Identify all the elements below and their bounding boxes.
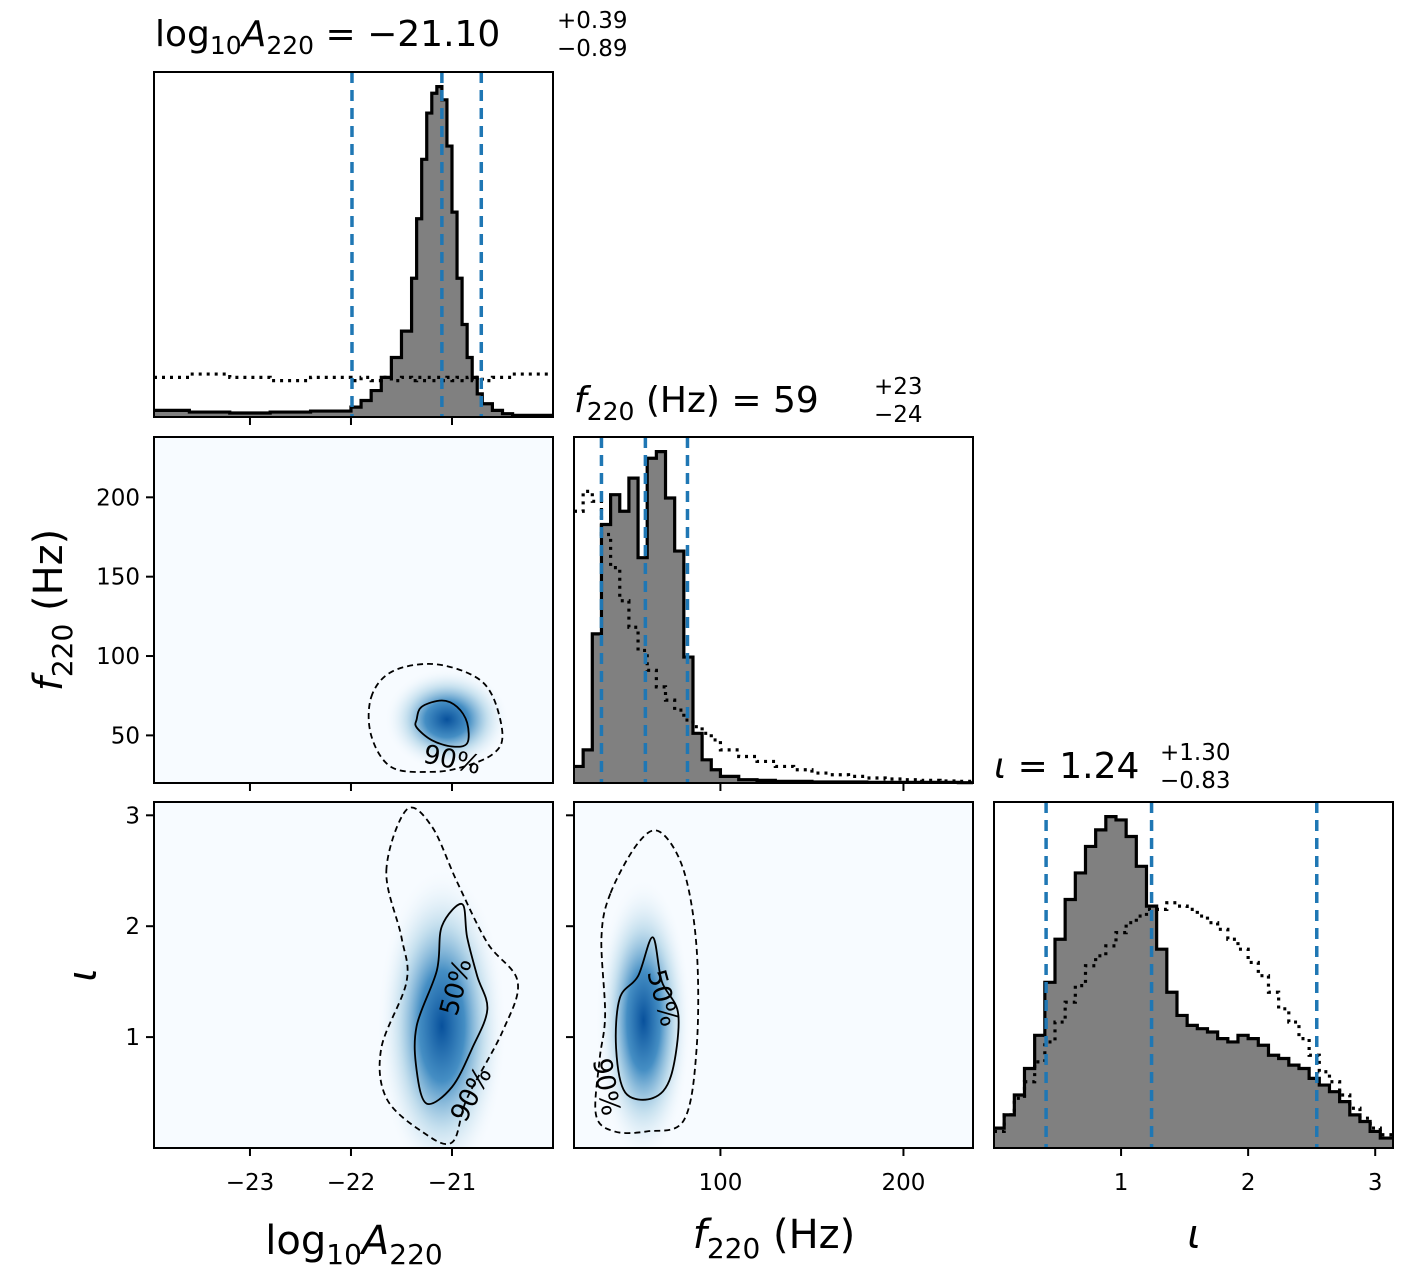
xlabel-iota: ι [1187, 1212, 1201, 1258]
xtick-label-logA-1: −22 [327, 1170, 376, 1196]
joint-panel-logA-f [153, 436, 554, 784]
xtick-label-logA-0: −23 [226, 1170, 275, 1196]
ytick-label-f-3: 200 [96, 485, 140, 511]
xtick-label-f-0: 100 [698, 1170, 742, 1196]
marginal-panel-logA [153, 71, 554, 418]
title-logA: log10A220 = −21.10 [155, 14, 500, 60]
joint-content-1 [377, 806, 519, 1148]
title-iota-minus: −0.83 [1160, 768, 1230, 794]
ytick-label-f-1: 100 [96, 644, 140, 670]
xtick-label-logA-2: −21 [428, 1170, 477, 1196]
title-f-plus: +23 [874, 374, 923, 400]
posterior-hist-outline-logA [154, 85, 553, 417]
xtick-label-iota-0: 1 [1114, 1170, 1129, 1196]
joint-panel-logA-iota [153, 801, 554, 1149]
title-iota: ι = 1.24 [994, 746, 1139, 787]
marginal-frame-logA [153, 71, 554, 418]
xlabel-logA: log10A220 [265, 1218, 442, 1271]
ylabel-f: f220 (Hz) [26, 529, 79, 692]
posterior-hist-outline-iota [994, 815, 1393, 1140]
xtick-label-iota-1: 2 [1241, 1170, 1256, 1196]
ylabel-iota: ι [60, 968, 106, 982]
density-logA-iota [377, 868, 507, 1148]
ytick-label-f-2: 150 [96, 565, 140, 591]
marginal-panel-f [573, 436, 974, 785]
joint-frame-f-iota [573, 801, 974, 1149]
contour-90%-f-iota [594, 829, 700, 1134]
xtick-label-iota-2: 3 [1368, 1170, 1383, 1196]
marginal-frame-iota [993, 801, 1394, 1149]
contour-90%-logA-iota [378, 806, 519, 1146]
prior-hist-f [574, 489, 973, 783]
contour-50%-f-iota [614, 936, 680, 1101]
title-logA-minus: −0.89 [557, 36, 627, 62]
marginal-panel-iota [993, 801, 1394, 1149]
ytick-label-iota-0: 1 [125, 1025, 140, 1051]
contour-50%-logA-iota [413, 903, 489, 1105]
joint-frame-logA-iota [153, 801, 554, 1149]
title-f-minus: −24 [874, 402, 923, 428]
plot-layer: 90%50%90%50%90%−23 −22 −21 100 200 1 2 35010015… [96, 71, 1394, 1196]
joint-frame-logA-f [153, 436, 554, 784]
title-logA-plus: +0.39 [557, 8, 627, 34]
ytick-label-iota-1: 2 [125, 914, 140, 940]
ytick-label-iota-2: 3 [125, 803, 140, 829]
contour-90%-logA-f [367, 663, 504, 773]
title-f: f220 (Hz) = 59 [574, 380, 819, 426]
xtick-label-f-1: 200 [881, 1170, 925, 1196]
title-iota-plus: +1.30 [1160, 740, 1230, 766]
joint-panel-f-iota [573, 801, 974, 1149]
joint-content-2 [594, 829, 700, 1148]
marginal-frame-f [573, 436, 974, 784]
contour-inner-logA-f [414, 699, 470, 748]
joint-content-0 [367, 663, 510, 773]
prior-hist-iota [994, 901, 1393, 1137]
posterior-hist-fill-logA [154, 86, 553, 417]
density-logA-f [384, 668, 510, 771]
ytick-label-f-0: 50 [111, 723, 140, 749]
xlabel-f: f220 (Hz) [693, 1212, 856, 1265]
